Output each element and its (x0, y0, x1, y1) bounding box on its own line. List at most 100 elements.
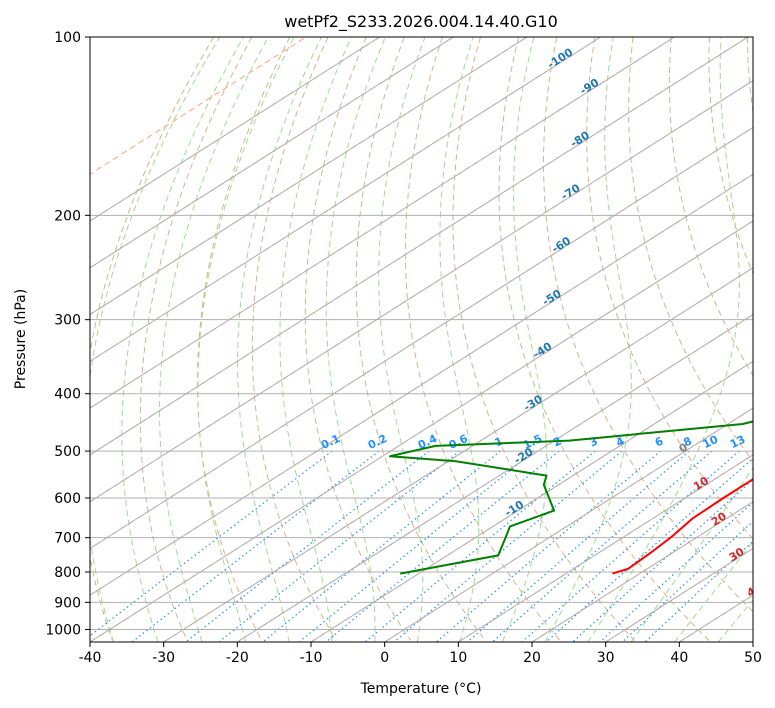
y-tick-label: 600 (54, 491, 81, 507)
isotherm-line (458, 454, 753, 642)
isotherm-label: 30 (727, 545, 747, 564)
mixing-ratio-label: 6 (653, 434, 666, 449)
x-axis-title: Temperature (°C) (360, 681, 482, 697)
mixing-ratio-line (545, 457, 753, 642)
isotherm-line (163, 267, 753, 642)
dry-adiabat (586, 37, 753, 540)
x-tick-label: -30 (152, 650, 175, 666)
y-tick-label: 900 (54, 595, 81, 611)
moist-adiabat (717, 599, 753, 642)
mixing-ratio-label: 1 (493, 434, 505, 449)
moist-adiabat (587, 37, 740, 642)
dry-adiabat (197, 37, 291, 641)
mixing-ratio-line (393, 450, 623, 642)
mixing-ratio-line (298, 450, 535, 642)
x-tick-label: 0 (380, 650, 389, 666)
mixing-ratio-label: 0.1 (319, 432, 342, 452)
temperature-gridline (384, 407, 753, 642)
y-axis-title: Pressure (hPa) (13, 289, 29, 389)
mixing-ratio-line (644, 540, 753, 642)
isotherm-line (605, 547, 753, 642)
mixing-ratio-label: 16 (750, 433, 770, 451)
temperature-gridline (90, 80, 753, 503)
mixing-ratio-line (218, 450, 461, 642)
temperature-gridline (310, 360, 753, 642)
isotherm-line (90, 220, 753, 642)
mixing-ratio-label: 10 (701, 433, 721, 451)
isotherm-line (679, 594, 753, 642)
mixing-ratio-line (90, 450, 333, 637)
temperature-gridline (752, 641, 753, 642)
mixing-ratio-label: 13 (728, 433, 747, 451)
moist-adiabat (501, 37, 548, 642)
isotherm-line (90, 37, 380, 222)
x-tick-label: -10 (300, 650, 323, 666)
dry-adiabat (543, 37, 753, 613)
isotherm-line (90, 173, 753, 596)
moist-adiabat (121, 37, 245, 642)
temperature-gridline (90, 37, 675, 409)
isotherm-line (90, 37, 749, 456)
temperature-gridline (90, 37, 749, 456)
temperature-gridline (90, 126, 753, 550)
x-tick-label: 20 (523, 650, 541, 666)
isotherm-label: -60 (549, 234, 573, 256)
dry-adiabat (498, 37, 710, 641)
profile-series (389, 420, 753, 575)
mixing-ratio-line (621, 520, 753, 642)
y-tick-label: 500 (54, 444, 81, 460)
isotherm-line (752, 641, 753, 642)
isotherm-line (90, 37, 528, 316)
x-tick-label: 30 (597, 650, 615, 666)
mixing-ratio-line (491, 450, 713, 642)
temperature-profile (612, 477, 753, 575)
mixing-ratio-line (467, 450, 690, 642)
moist-adiabat (378, 37, 426, 642)
mixing-ratio-line (436, 450, 661, 642)
mixing-ratio-line (185, 450, 430, 642)
dry-adiabat (452, 37, 635, 641)
temperature-gridline (237, 313, 753, 642)
mixing-ratio-line (131, 450, 380, 642)
moist-adiabat (544, 37, 632, 642)
temperature-gridline (163, 267, 753, 642)
moist-adiabat (237, 37, 322, 642)
y-tick-label: 1000 (45, 622, 81, 638)
temperature-gridline (90, 37, 528, 316)
mixing-ratio-line (572, 479, 753, 642)
dry-adiabat (304, 37, 412, 641)
mixing-ratio-line (521, 450, 740, 642)
isotherm-label: -80 (568, 129, 592, 151)
mixing-ratio-label: 0.2 (366, 432, 389, 452)
moist-adiabat (279, 37, 352, 642)
x-axis-ticks: -40 -30 -20 -10 0 10 20 30 40 50 (79, 642, 762, 666)
dry-adiabat (139, 37, 253, 641)
y-tick-label: 200 (54, 208, 81, 224)
moist-adiabat (90, 37, 221, 642)
dry-adiabat (251, 37, 337, 641)
temperature-gridline (531, 501, 753, 642)
moist-adiabat (630, 466, 753, 642)
moist-adiabat (197, 37, 295, 642)
temperature-gridline (90, 173, 753, 596)
background-lines (90, 37, 753, 642)
dry-adiabat (404, 37, 561, 641)
temperature-gridline (605, 547, 753, 642)
x-tick-label: 40 (670, 650, 688, 666)
moist-adiabat (159, 37, 269, 642)
mixing-ratio-line (325, 450, 560, 642)
temperature-gridline (679, 594, 753, 642)
moist-adiabat (325, 37, 386, 642)
x-tick-label: 50 (744, 650, 762, 666)
isotherm-label: -100 (545, 46, 575, 72)
mixing-ratio-line (262, 450, 501, 642)
moist-adiabat (674, 540, 753, 642)
temperature-gridline (90, 37, 454, 269)
temperature-gridline (90, 37, 380, 222)
x-tick-label: -20 (226, 650, 249, 666)
moist-adiabat (439, 37, 480, 642)
chart-title: wetPf2_S233.2026.004.14.40.G10 (284, 12, 558, 32)
dry-adiabat (90, 37, 215, 641)
y-tick-label: 700 (54, 531, 81, 547)
isotherm-line (90, 37, 307, 175)
